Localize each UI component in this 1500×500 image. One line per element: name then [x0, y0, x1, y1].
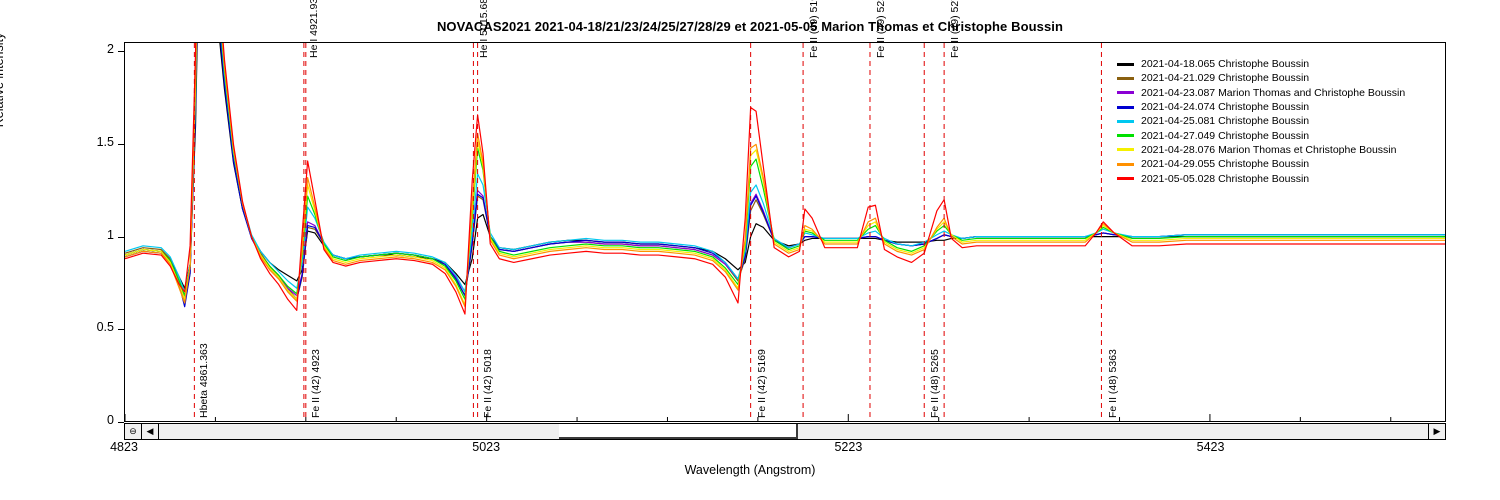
- annotation-lines-group: [125, 43, 1391, 421]
- y-tick: [118, 51, 124, 53]
- legend-item[interactable]: 2021-04-18.065 Christophe Boussin: [1117, 57, 1442, 71]
- legend-item-label: 2021-04-21.029 Christophe Boussin: [1141, 72, 1310, 85]
- legend-item-label: 2021-04-29.055 Christophe Boussin: [1141, 158, 1310, 171]
- annotation-label-feii42-5169: Fe II (42) 5169: [755, 349, 768, 418]
- x-tick-label: 5423: [1196, 440, 1225, 454]
- legend-item-label: 2021-04-28.076 Marion Thomas et Christop…: [1141, 143, 1397, 156]
- legend-item[interactable]: 2021-04-21.029 Christophe Boussin: [1117, 71, 1442, 85]
- legend-item[interactable]: 2021-04-25.081 Christophe Boussin: [1117, 114, 1442, 128]
- y-tick-label: 1.5: [96, 134, 114, 149]
- horizontal-scrollbar[interactable]: ⊖ ◀ ▶: [124, 423, 1446, 440]
- y-tick: [118, 143, 124, 145]
- legend-color-swatch: [1117, 177, 1134, 181]
- plot-area[interactable]: [124, 42, 1446, 422]
- annotation-label-feii49-5276: Fe II (49) 5276: [949, 0, 962, 58]
- x-tick-label: 5023: [472, 440, 501, 454]
- x-tick-label: 4823: [110, 440, 138, 454]
- legend-item-label: 2021-04-27.049 Christophe Boussin: [1141, 129, 1310, 142]
- annotation-label-feii49-5198: Fe II (49) 5198: [808, 0, 821, 58]
- spectrum-line: [125, 43, 1445, 305]
- annotation-label-hei-4921: He I 4921.93: [308, 0, 321, 58]
- legend-item[interactable]: 2021-04-24.074 Christophe Boussin: [1117, 100, 1442, 114]
- legend-color-swatch: [1117, 119, 1134, 123]
- scrollbar-track[interactable]: [159, 424, 1428, 439]
- legend-item[interactable]: 2021-05-05.028 Christophe Boussin: [1117, 171, 1442, 185]
- legend-item[interactable]: 2021-04-27.049 Christophe Boussin: [1117, 128, 1442, 142]
- legend-item-label: 2021-04-23.087 Marion Thomas and Christo…: [1141, 86, 1406, 99]
- annotation-label-feii42-4923: Fe II (42) 4923: [310, 349, 323, 418]
- scroll-right-arrow-icon[interactable]: ▶: [1428, 424, 1445, 439]
- annotation-label-feii42-5018: Fe II (42) 5018: [482, 349, 495, 418]
- legend-color-swatch: [1117, 148, 1134, 152]
- legend-item-label: 2021-04-24.074 Christophe Boussin: [1141, 101, 1310, 114]
- legend-item-label: 2021-04-18.065 Christophe Boussin: [1141, 58, 1310, 71]
- x-tick-label: 5223: [834, 440, 863, 454]
- spectrum-plot: [125, 43, 1445, 421]
- legend-color-swatch: [1117, 134, 1134, 138]
- annotation-label-feii48-5363: Fe II (48) 5363: [1106, 349, 1119, 418]
- annotation-label-feii49-5235: Fe II (49) 5235: [875, 0, 888, 58]
- legend-item-label: 2021-04-25.081 Christophe Boussin: [1141, 115, 1310, 128]
- x-axis-title: Wavelength (Angstrom): [684, 463, 816, 477]
- legend-color-swatch: [1117, 91, 1134, 95]
- scrollbar-thumb[interactable]: [558, 424, 799, 439]
- legend-item[interactable]: 2021-04-28.076 Marion Thomas et Christop…: [1117, 143, 1442, 157]
- legend-color-swatch: [1117, 105, 1134, 109]
- legend-color-swatch: [1117, 162, 1134, 166]
- legend-item[interactable]: 2021-04-29.055 Christophe Boussin: [1117, 157, 1442, 171]
- legend-item[interactable]: 2021-04-23.087 Marion Thomas and Christo…: [1117, 86, 1442, 100]
- legend: 2021-04-18.065 Christophe Boussin 2021-04…: [1117, 57, 1442, 186]
- annotation-label-hbeta-4861: Hbeta 4861.363: [198, 343, 211, 418]
- annotation-label-feii48-5265: Fe II (48) 5265: [929, 349, 942, 418]
- y-tick-label: 0.5: [96, 320, 114, 335]
- y-tick: [118, 236, 124, 238]
- scroll-left-arrow-icon[interactable]: ◀: [142, 424, 159, 439]
- y-tick-label: 0: [107, 413, 114, 427]
- spectrum-line: [125, 43, 1445, 314]
- y-tick-label: 1: [107, 227, 114, 242]
- zoom-out-icon[interactable]: ⊖: [125, 424, 142, 439]
- y-tick: [118, 329, 124, 331]
- legend-color-swatch: [1117, 76, 1134, 80]
- legend-item-label: 2021-05-05.028 Christophe Boussin: [1141, 172, 1310, 185]
- y-tick: [118, 422, 124, 423]
- spectrum-line: [125, 43, 1445, 292]
- annotation-label-hei-5015: He I 5015.68: [477, 0, 490, 58]
- y-axis-title-label: Relative intensity: [0, 32, 6, 128]
- y-tick-label: 2: [107, 42, 114, 57]
- spectrum-series-group: [125, 43, 1445, 314]
- legend-color-swatch: [1117, 62, 1134, 66]
- page-title: NOVACAS2021 2021-04-18/21/23/24/25/27/28…: [436, 19, 1064, 34]
